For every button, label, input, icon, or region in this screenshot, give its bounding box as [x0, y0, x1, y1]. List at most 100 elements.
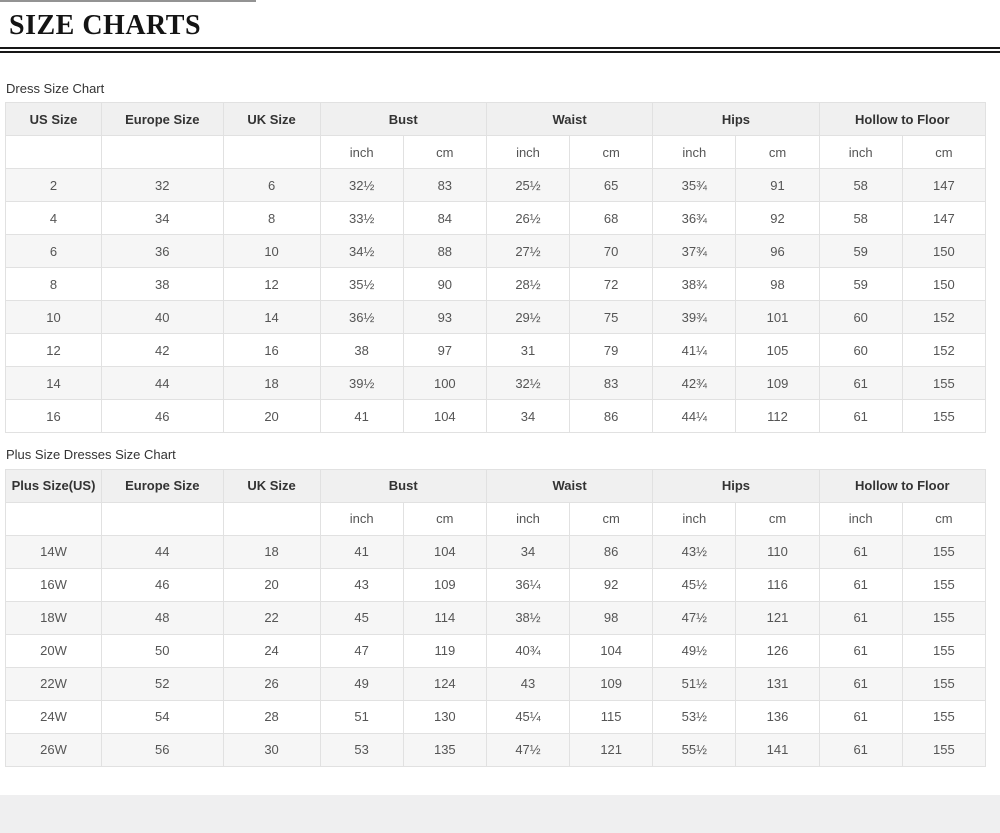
table-cell: 116 — [735, 567, 820, 602]
table-cell: 147 — [901, 201, 987, 236]
table-row: 8 38 12 35½ 90 28½ 72 38¾ 98 59 150 — [4, 267, 987, 302]
table-cell: 61 — [818, 567, 903, 602]
table-cell: 32½ — [485, 366, 571, 401]
unit-header: inch — [485, 135, 571, 170]
table-cell: 38½ — [485, 600, 571, 635]
unit-header: inch — [652, 135, 737, 170]
table-cell: 39½ — [319, 366, 404, 401]
unit-header: cm — [569, 501, 654, 536]
table-cell: 18 — [222, 534, 321, 569]
size-charts-container: Dress Size Chart US Size Europe Size UK Siz… — [0, 81, 1000, 767]
table-cell: 91 — [735, 168, 820, 203]
table-cell: 86 — [569, 534, 654, 569]
table-cell: 61 — [818, 633, 903, 668]
top-edge-line — [0, 0, 256, 2]
table-cell: 46 — [101, 567, 224, 602]
column-header: Europe Size — [101, 102, 224, 137]
table-cell: 26W — [4, 732, 103, 767]
table-cell: 24 — [222, 633, 321, 668]
unit-header: cm — [735, 135, 820, 170]
table-cell: 22W — [4, 666, 103, 701]
table-cell: 38 — [319, 333, 404, 368]
table-cell: 14W — [4, 534, 103, 569]
table-cell: 34 — [485, 399, 571, 434]
unit-header-row: inch cm inch cm inch cm inch cm — [4, 501, 987, 536]
table-cell: 110 — [735, 534, 820, 569]
unit-header: cm — [901, 501, 987, 536]
table-cell: 104 — [402, 534, 487, 569]
table-cell: 41 — [319, 399, 404, 434]
table-cell: 18W — [4, 600, 103, 635]
table-cell: 30 — [222, 732, 321, 767]
size-chart-block: Plus Size Dresses Size Chart Plus Size(US… — [4, 447, 987, 767]
table-cell: 121 — [569, 732, 654, 767]
table-cell: 18 — [222, 366, 321, 401]
table-cell: 83 — [402, 168, 487, 203]
table-cell: 68 — [569, 201, 654, 236]
table-cell: 33½ — [319, 201, 404, 236]
table-cell: 155 — [901, 600, 987, 635]
table-cell: 34 — [101, 201, 224, 236]
table-cell: 47 — [319, 633, 404, 668]
table-cell: 8 — [222, 201, 321, 236]
table-cell: 155 — [901, 732, 987, 767]
table-cell: 25½ — [485, 168, 571, 203]
footer-band — [0, 795, 1000, 833]
table-cell: 97 — [402, 333, 487, 368]
table-cell: 155 — [901, 567, 987, 602]
table-cell: 10 — [4, 300, 103, 335]
table-cell: 53½ — [652, 699, 737, 734]
unit-header — [4, 135, 103, 170]
unit-header: inch — [485, 501, 571, 536]
table-cell: 155 — [901, 699, 987, 734]
table-cell: 44 — [101, 366, 224, 401]
unit-header: inch — [319, 501, 404, 536]
table-cell: 61 — [818, 600, 903, 635]
table-cell: 27½ — [485, 234, 571, 269]
table-cell: 48 — [101, 600, 224, 635]
table-cell: 131 — [735, 666, 820, 701]
table-cell: 6 — [4, 234, 103, 269]
table-cell: 96 — [735, 234, 820, 269]
table-cell: 53 — [319, 732, 404, 767]
column-header: UK Size — [222, 102, 321, 137]
table-row: 18W 48 22 45 114 38½ 98 47½ 121 61 155 — [4, 600, 987, 635]
table-cell: 43½ — [652, 534, 737, 569]
table-cell: 98 — [569, 600, 654, 635]
size-table: Plus Size(US) Europe Size UK Size Bust Waist… — [4, 468, 987, 767]
table-cell: 4 — [4, 201, 103, 236]
table-cell: 32 — [101, 168, 224, 203]
unit-header: cm — [735, 501, 820, 536]
unit-header: cm — [402, 501, 487, 536]
table-cell: 20 — [222, 399, 321, 434]
table-cell: 22 — [222, 600, 321, 635]
table-cell: 135 — [402, 732, 487, 767]
table-cell: 65 — [569, 168, 654, 203]
table-cell: 92 — [569, 567, 654, 602]
table-cell: 130 — [402, 699, 487, 734]
table-row: 22W 52 26 49 124 43 109 51½ 131 61 155 — [4, 666, 987, 701]
table-cell: 36¼ — [485, 567, 571, 602]
table-cell: 109 — [402, 567, 487, 602]
table-cell: 44 — [101, 534, 224, 569]
column-header: Waist — [485, 102, 654, 137]
table-cell: 61 — [818, 732, 903, 767]
table-row: 4 34 8 33½ 84 26½ 68 36¾ 92 58 147 — [4, 201, 987, 236]
table-cell: 6 — [222, 168, 321, 203]
unit-header: inch — [652, 501, 737, 536]
table-cell: 150 — [901, 234, 987, 269]
table-cell: 60 — [818, 300, 903, 335]
table-cell: 34½ — [319, 234, 404, 269]
table-cell: 141 — [735, 732, 820, 767]
size-chart-block: Dress Size Chart US Size Europe Size UK Siz… — [4, 81, 987, 434]
table-cell: 8 — [4, 267, 103, 302]
table-cell: 61 — [818, 366, 903, 401]
table-cell: 61 — [818, 399, 903, 434]
table-cell: 16 — [222, 333, 321, 368]
table-cell: 90 — [402, 267, 487, 302]
table-cell: 55½ — [652, 732, 737, 767]
table-cell: 98 — [735, 267, 820, 302]
column-header: Bust — [319, 468, 487, 503]
column-header: Hips — [652, 468, 820, 503]
table-cell: 59 — [818, 267, 903, 302]
